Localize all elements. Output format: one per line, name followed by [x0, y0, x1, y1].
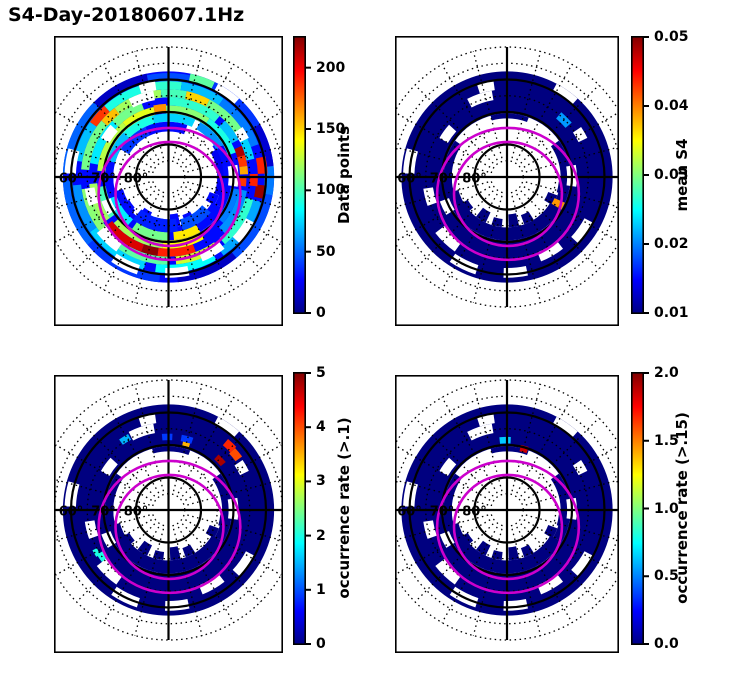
colorbar-label-mean-s4: mean S4: [673, 138, 691, 212]
colorbar-mean-s4: [631, 36, 650, 314]
colorbar-occurrence-rate-gt-015: [631, 372, 650, 645]
colorbar-tick-label: 1.5: [654, 432, 679, 449]
colorbar-tick-label: 1.0: [654, 500, 679, 517]
colorbar-tick-label: 2.0: [654, 365, 679, 381]
colorbar-ticks-occurrence-rate-gt-01: 0 1 2 3 4 5: [316, 365, 366, 652]
colorbar-label-data-points: Data points: [335, 125, 353, 225]
polar-panel-mean-s4: [395, 36, 619, 326]
colorbar-label-occurrence-rate-gt-01: occurrence rate (>.1): [335, 417, 353, 599]
colorbar-tick-label: 150: [316, 121, 346, 137]
colorbar-tick-label: 0: [316, 636, 326, 652]
colorbar-tick-label: 0: [316, 305, 326, 321]
colorbar-ticks-occurrence-rate-gt-015: 0.0 0.5 1.0 1.5 2.0: [654, 365, 704, 652]
colorbar-tick-label: 5: [316, 365, 326, 381]
colorbar-occurrence-rate-gt-01: [293, 372, 312, 645]
colorbar-tick-label: 50: [316, 243, 336, 260]
polar-panel-occurrence-rate-gt-015: [395, 375, 619, 653]
colorbar-tick-label: 0.02: [654, 236, 689, 252]
polar-panel-occurrence-rate-gt-01: [54, 375, 283, 653]
colorbar-tick-label: 100: [316, 182, 346, 199]
polar-panel-data-points: [54, 36, 283, 326]
colorbar-tick-label: 0.04: [654, 98, 689, 114]
colorbar-tick-label: 4: [316, 419, 326, 436]
colorbar-tick-label: 2: [316, 527, 326, 544]
colorbar-tick-label: 0.03: [654, 167, 689, 183]
figure-title: S4-Day-20180607.1Hz: [8, 4, 245, 26]
colorbar-tick-label: 0.0: [654, 636, 679, 652]
colorbar-ticks-mean-s4: 0.01 0.02 0.03 0.04 0.05: [654, 29, 704, 321]
colorbar-tick-label: 1: [316, 581, 326, 598]
colorbar-tick-label: 0.5: [654, 568, 679, 585]
colorbar-tick-label: 0.05: [654, 29, 689, 45]
colorbar-tick-label: 3: [316, 473, 326, 490]
colorbar-data-points: [293, 36, 312, 314]
colorbar-tick-label: 0.01: [654, 305, 689, 321]
colorbar-ticks-data-points: 0 50 100 150 200: [316, 36, 366, 321]
colorbar-label-occurrence-rate-gt-015: occurrence rate (>.15): [673, 412, 691, 604]
colorbar-tick-label: 200: [316, 59, 346, 76]
